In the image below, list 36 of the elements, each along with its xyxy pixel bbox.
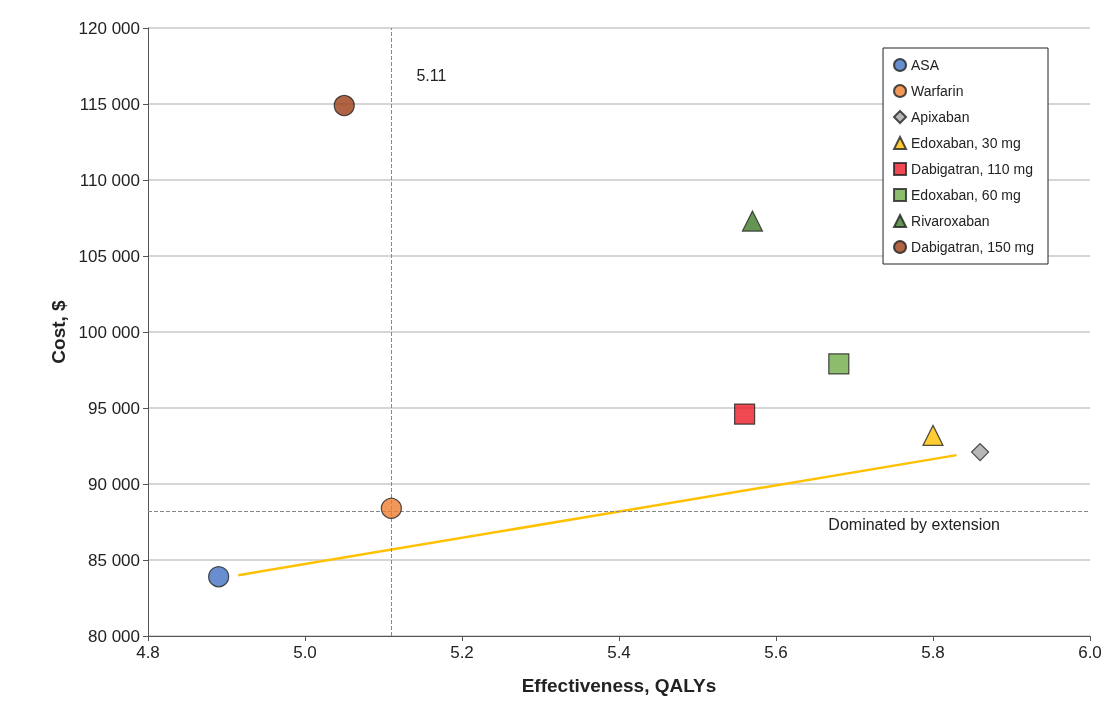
y-tick-label: 120 000	[78, 18, 140, 38]
point	[828, 353, 850, 375]
legend-label: Rivaroxaban	[911, 213, 990, 229]
y-tick-label: 80 000	[88, 626, 140, 646]
y-tick-label: 85 000	[88, 550, 140, 570]
y-tick-label: 90 000	[88, 474, 140, 494]
point	[922, 424, 944, 446]
y-tick-label: 100 000	[78, 322, 140, 342]
x-axis-title: Effectiveness, QALYs	[521, 675, 717, 696]
y-tick-label: 95 000	[88, 398, 140, 418]
ref-line-label: Dominated by extension	[828, 515, 1000, 533]
y-tick-label: 115 000	[79, 94, 140, 114]
point	[734, 403, 756, 425]
y-tick-label: 105 000	[78, 246, 140, 266]
x-tick-label: 4.8	[136, 643, 160, 662]
point	[971, 442, 990, 462]
x-tick-label: 5.6	[764, 643, 788, 662]
point	[380, 497, 402, 519]
point	[208, 566, 230, 588]
legend-label: Apixaban	[911, 109, 970, 125]
legend-label: Dabigatran, 150 mg	[911, 239, 1034, 255]
legend-label: Edoxaban, 30 mg	[911, 135, 1021, 151]
x-tick-label: 6.0	[1078, 643, 1102, 662]
legend-label: Warfarin	[911, 83, 964, 99]
point	[741, 210, 764, 232]
legend-label: ASA	[911, 57, 940, 73]
x-tick-label: 5.4	[607, 643, 631, 662]
x-tick-label: 5.2	[450, 643, 474, 662]
y-axis-title: Cost, $	[47, 299, 69, 364]
x-tick-label: 5.0	[293, 643, 317, 662]
y-tick-label: 110 000	[79, 170, 140, 190]
legend-label: Dabigatran, 110 mg	[911, 161, 1033, 177]
point	[333, 94, 355, 117]
x-tick-label: 5.8	[921, 643, 945, 662]
ref-line-label: 5.11	[416, 66, 447, 84]
legend-label: Edoxaban, 60 mg	[911, 187, 1021, 203]
